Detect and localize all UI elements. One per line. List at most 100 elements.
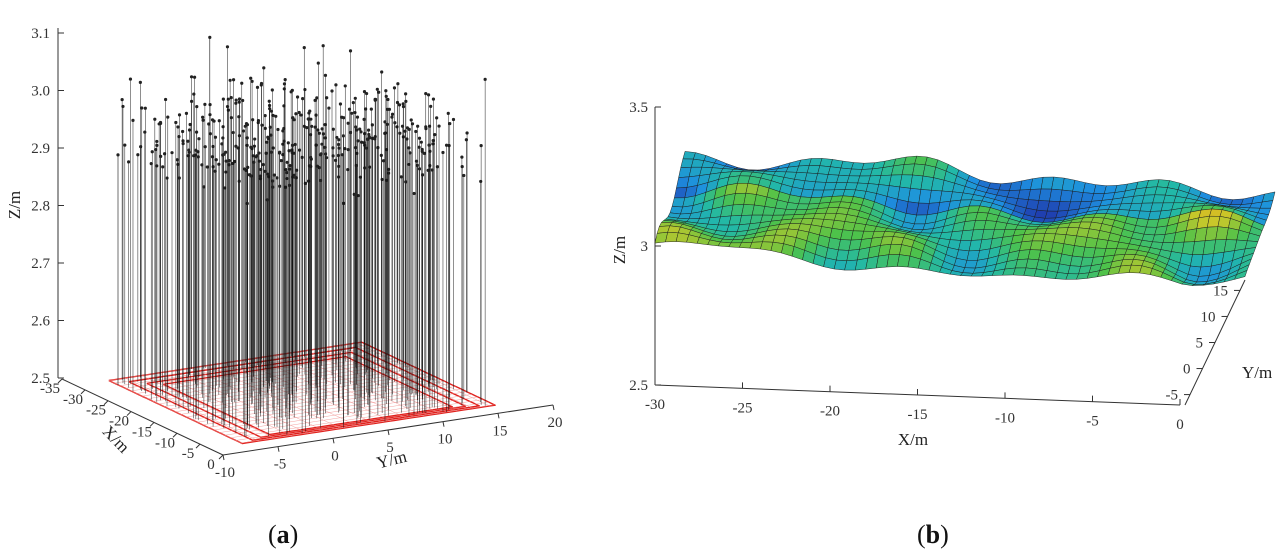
panel-a-stem-point	[380, 70, 384, 74]
panel-a-stem-point	[417, 136, 422, 140]
panel-a-stem-point	[279, 158, 283, 163]
panel-a-caption: (a)	[268, 520, 299, 549]
panel-a-z-tick-label: 2.9	[31, 141, 50, 157]
panel-a-stem-point	[444, 143, 449, 147]
panel-a-footprint-grid	[180, 375, 434, 415]
panel-a-stem-point	[410, 122, 415, 126]
panel-a-stem-point	[337, 142, 341, 147]
panel-a-stem-point	[283, 77, 287, 82]
panel-a-axes: 2.52.62.72.82.93.03.1-35-30-25-20-15-10-…	[31, 26, 562, 481]
panel-a-stem-point	[208, 132, 212, 136]
panel-a-stem-point	[266, 135, 270, 139]
panel-a-stem-point	[228, 78, 232, 82]
panel-a-stem-point	[338, 102, 343, 106]
panel-a-stem-point	[381, 159, 386, 163]
panel-a-stem-point	[261, 163, 265, 167]
panel-a-stem-point	[260, 123, 264, 127]
panel-a-stem-point	[232, 159, 237, 164]
panel-a-stem-point	[165, 176, 169, 180]
panel-b-surface-cell	[1244, 240, 1259, 250]
panel-a-footprint-grid	[108, 341, 362, 381]
panel-a-stem-point	[201, 115, 205, 119]
panel-a-y-tick	[387, 429, 390, 436]
panel-a-y-tick	[442, 421, 445, 427]
panel-a-stem-point	[337, 138, 341, 142]
panel-a-stem-point	[267, 103, 272, 108]
panel-a-stem-point	[259, 167, 263, 172]
panel-a-x-tick	[172, 432, 178, 438]
panel-a-stem-point	[297, 148, 302, 152]
panel-b-x-tick-label: -30	[645, 397, 665, 413]
panel-a-stem-point	[422, 151, 426, 155]
panel-a-z-tick-label: 2.7	[31, 256, 50, 272]
panel-b-z-tick-label: 2.5	[629, 378, 648, 394]
panel-a-stem-point	[262, 66, 266, 70]
panel-b-y-tick-label: 10	[1201, 309, 1216, 325]
panel-a-stem-point	[397, 103, 402, 107]
panel-a-y-tick-label: 5	[386, 440, 394, 456]
panel-a-x-tick-label: -15	[132, 424, 152, 440]
panel-a-y-tick	[277, 446, 280, 452]
panel-a-stem-point	[343, 147, 347, 151]
panel-a-footprint-grid	[224, 362, 358, 427]
panel-a-stem-point	[257, 151, 261, 155]
panel-a-stem-point	[241, 129, 246, 133]
panel-a-stem-point	[302, 46, 306, 50]
panel-b-z-tick-label: 3.5	[629, 100, 648, 116]
panel-a-stem-point	[365, 91, 369, 96]
panel-a-stem-point	[323, 123, 327, 127]
panel-a-stem-point	[483, 77, 487, 81]
panel-a-stem-point	[393, 121, 397, 125]
panel-a-stem-point	[308, 109, 312, 113]
panel-a-stem-point	[240, 81, 244, 85]
panel-a-z-tick-label: 2.8	[31, 199, 50, 215]
panel-a-stem-point	[321, 44, 325, 48]
panel-b-x-tick-label: -25	[733, 400, 753, 416]
panel-a-stem-point	[441, 150, 445, 155]
panel-a-x-tick-label: 0	[207, 457, 215, 473]
panel-a-stem-point	[331, 146, 335, 150]
panel-a-stem-point	[323, 136, 327, 140]
panel-a-stem-point	[400, 124, 405, 128]
panel-a-stem-point	[337, 146, 341, 150]
panel-a-stem-point	[446, 111, 450, 115]
panel-a-stem-point	[193, 153, 197, 157]
panel-a-stem-point	[120, 97, 124, 102]
panel-a-stem-point	[383, 131, 388, 135]
panel-a-stem-point	[227, 158, 232, 163]
panel-a-stem-point	[128, 77, 133, 81]
panel-a-stem-point	[203, 145, 207, 149]
panel-a-stem-point	[217, 119, 221, 123]
panel-a-stem-point	[224, 159, 228, 163]
panel-a-x-tick-label: -25	[86, 403, 106, 419]
panel-a-x-tick-label: -5	[182, 446, 195, 462]
panel-a-footprint-grid	[224, 396, 478, 436]
panel-a-y-tick-label: 15	[493, 423, 508, 439]
panel-a-stem-point	[351, 100, 355, 105]
panel-a-stem-point	[187, 148, 191, 152]
panel-a-stem-point	[193, 75, 197, 79]
panel-a-stem-point	[479, 144, 483, 148]
panel-a-stem-point	[269, 150, 274, 154]
panel-a-stem-point	[435, 165, 440, 169]
panel-a-stem-point	[255, 154, 259, 158]
panel-a-stem-point	[289, 90, 293, 94]
panel-a-stem-point	[166, 115, 170, 119]
panel-a-stem-point	[210, 118, 215, 122]
panel-a-footprint-grid	[191, 367, 325, 432]
panel-a-stem-point	[231, 130, 235, 135]
panel-a-stem-point	[462, 173, 466, 178]
panel-a-stem-point	[154, 147, 158, 152]
panel-a-x-tick	[80, 389, 86, 395]
panel-a-stem-point	[427, 124, 432, 128]
panel-a-stem-point	[161, 165, 165, 169]
panel-a-stem-point	[362, 117, 366, 121]
panel-a-stem-point	[177, 176, 181, 180]
panel-a-stem-point	[323, 145, 327, 150]
panel-a-stem-point	[316, 61, 320, 65]
panel-b-z-axis-label: Z/m	[610, 236, 629, 264]
panel-a-y-tick	[222, 454, 225, 461]
panel-a-stem-point	[343, 84, 347, 88]
panel-a-y-axis-label: Y/m	[375, 447, 409, 473]
panel-a-stem-point	[157, 122, 161, 126]
